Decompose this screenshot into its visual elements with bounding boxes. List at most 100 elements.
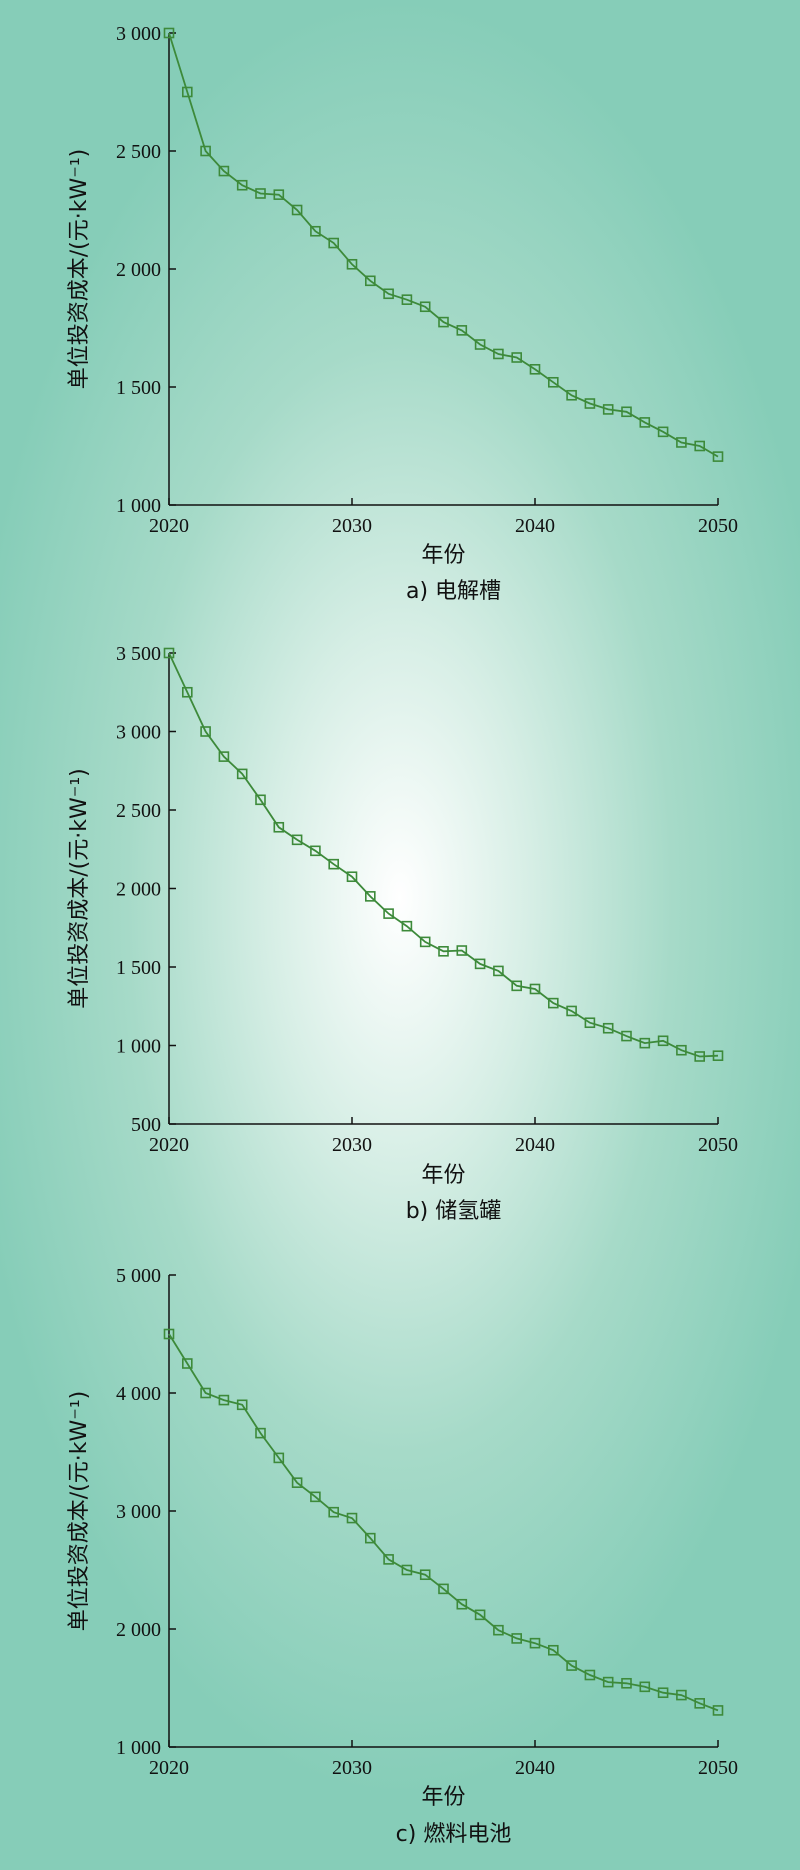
y-tick-label: 3 000	[116, 722, 161, 744]
data-point	[657, 426, 669, 438]
data-point	[602, 404, 614, 415]
data-point	[401, 1564, 413, 1576]
data-point	[566, 1660, 577, 1671]
y-tick-label: 2 000	[116, 879, 161, 901]
data-point	[493, 965, 504, 977]
data-point	[383, 288, 394, 300]
x-tick-label: 2040	[515, 1757, 555, 1779]
data-point	[547, 1644, 559, 1656]
data-point	[236, 179, 248, 191]
data-point	[163, 1328, 175, 1340]
data-point	[456, 325, 468, 336]
data-point	[200, 1387, 211, 1399]
data-point	[712, 451, 724, 462]
data-point	[236, 768, 248, 780]
data-point	[328, 858, 340, 870]
y-axis-label: 单位投资成本/(元·kW⁻¹)	[67, 149, 92, 390]
data-point	[584, 1017, 596, 1029]
data-point	[310, 845, 321, 857]
data-point	[639, 1037, 651, 1049]
y-tick-label: 2 500	[116, 800, 161, 822]
data-point	[182, 86, 193, 98]
y-tick-label: 1 500	[116, 377, 161, 399]
y-tick-label: 1 000	[116, 1036, 161, 1058]
y-tick-label: 2 500	[116, 141, 161, 163]
data-point	[182, 686, 193, 698]
data-point	[584, 398, 596, 409]
data-point	[346, 258, 358, 270]
y-axis-label: 单位投资成本/(元·kW⁻¹)	[67, 768, 92, 1009]
data-point	[511, 352, 523, 363]
data-point	[310, 1491, 321, 1503]
series-line	[168, 1333, 719, 1712]
data-point	[346, 871, 358, 883]
y-tick-label: 1 500	[116, 957, 161, 979]
data-point	[602, 1676, 614, 1688]
x-tick-label: 2020	[149, 1134, 189, 1156]
data-point	[639, 417, 651, 428]
data-point	[474, 339, 486, 350]
y-tick-label: 5 000	[116, 1265, 161, 1287]
data-point	[676, 1044, 687, 1056]
data-point	[163, 27, 175, 39]
y-tick-label: 500	[131, 1114, 161, 1136]
x-tick-label: 2050	[698, 1134, 738, 1156]
data-point	[529, 1637, 541, 1649]
data-point	[218, 751, 230, 762]
data-point	[456, 1598, 468, 1610]
data-point	[493, 348, 504, 360]
data-point	[602, 1022, 614, 1034]
data-point	[712, 1050, 724, 1062]
chart-panel-1: 500 1 000 1 500 2 000 2 500 3 000 3 500 2020 203…	[67, 643, 738, 1224]
data-point	[621, 406, 632, 418]
data-point	[621, 1677, 632, 1689]
x-tick-label: 2020	[149, 515, 189, 537]
data-point	[273, 189, 285, 200]
data-point	[639, 1681, 651, 1693]
series-line	[168, 652, 719, 1058]
data-point	[694, 1698, 706, 1709]
data-point	[291, 204, 303, 216]
x-tick-label: 2030	[332, 1757, 372, 1779]
y-tick-label: 3 000	[116, 23, 161, 45]
data-point	[255, 794, 266, 806]
panel-caption: a) 电解槽	[406, 579, 501, 604]
panel-caption: c) 燃料电池	[396, 1822, 512, 1847]
data-point	[529, 363, 541, 375]
data-point	[383, 1554, 394, 1565]
x-tick-label: 2030	[332, 1134, 372, 1156]
chart-panel-2: 1 000 2 000 3 000 4 000 5 000 2020 2030 2040 205…	[67, 1265, 738, 1847]
y-tick-label: 4 000	[116, 1383, 161, 1405]
data-point	[310, 225, 321, 237]
data-point	[657, 1687, 669, 1699]
data-point	[419, 1569, 431, 1581]
x-tick-label: 2050	[698, 1757, 738, 1779]
data-point	[364, 891, 376, 902]
data-point	[236, 1399, 248, 1411]
data-point	[218, 1394, 230, 1406]
data-point	[200, 145, 211, 157]
data-point	[456, 945, 468, 956]
data-point	[419, 301, 431, 313]
data-point	[474, 958, 486, 970]
y-tick-label: 3 500	[116, 643, 161, 665]
data-point	[346, 1512, 358, 1524]
data-point	[621, 1030, 632, 1042]
x-axis-label: 年份	[421, 1785, 465, 1810]
data-point	[255, 1427, 266, 1439]
data-point	[657, 1035, 669, 1047]
data-point	[401, 294, 413, 305]
data-point	[291, 1477, 303, 1488]
data-point	[529, 983, 541, 995]
data-point	[511, 1633, 523, 1644]
y-tick-label: 1 000	[116, 495, 161, 517]
data-point	[163, 647, 175, 659]
data-point	[182, 1358, 193, 1369]
data-point	[676, 1689, 687, 1701]
chart-panel-0: 1 000 1 500 2 000 2 500 3 000 2020 2030 2040 205…	[67, 23, 738, 604]
data-point	[383, 908, 394, 919]
data-point	[547, 997, 559, 1009]
data-point	[401, 920, 413, 932]
data-point	[291, 834, 303, 846]
data-point	[255, 188, 266, 199]
